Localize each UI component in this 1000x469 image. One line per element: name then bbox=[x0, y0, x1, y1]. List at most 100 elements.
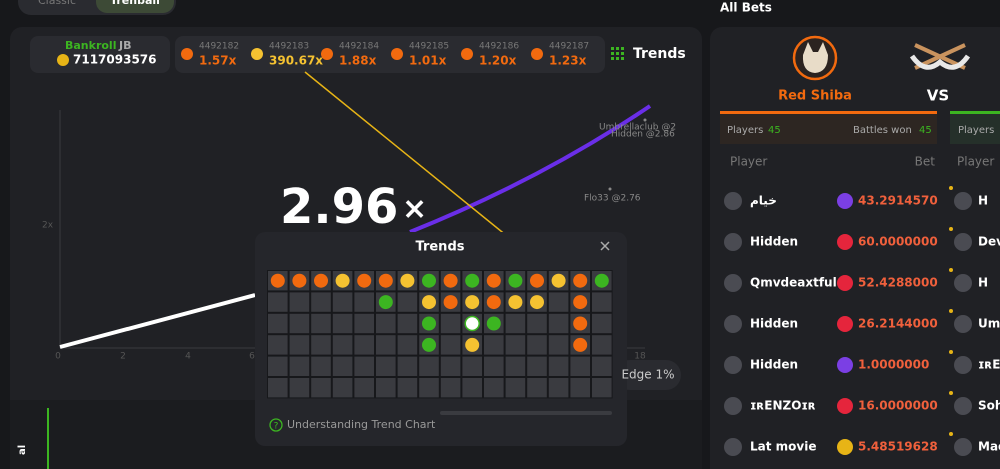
trend-cell bbox=[440, 378, 461, 398]
trend-cell bbox=[332, 378, 353, 398]
trend-cell bbox=[289, 335, 310, 355]
edge-box bbox=[615, 360, 681, 390]
trend-dot bbox=[378, 295, 393, 310]
coin-icon bbox=[837, 275, 853, 291]
trend-cell bbox=[592, 378, 612, 398]
bet-amount: 1.0000000 bbox=[858, 358, 929, 372]
trend-cell bbox=[268, 335, 288, 355]
trend-cell bbox=[505, 378, 526, 398]
trend-cell bbox=[548, 335, 569, 355]
trend-cell bbox=[376, 356, 396, 376]
trend-cell bbox=[570, 378, 590, 398]
trend-cell bbox=[527, 335, 547, 355]
trend-dot bbox=[573, 316, 588, 331]
trend-dot bbox=[422, 316, 436, 331]
history-dot bbox=[531, 48, 543, 60]
history-dot bbox=[321, 48, 333, 60]
avatar bbox=[724, 438, 742, 456]
history-multiplier: 1.88x bbox=[339, 54, 377, 68]
trend-cell bbox=[354, 313, 374, 334]
bet-amount: 5.48519628 bbox=[858, 440, 938, 454]
tab[interactable]: Trenball bbox=[110, 0, 160, 7]
help-link[interactable]: Understanding Trend Chart bbox=[287, 418, 436, 431]
trend-cell bbox=[354, 378, 374, 398]
trend-cell bbox=[548, 313, 569, 334]
player-name: Dev bbox=[978, 235, 1000, 249]
trend-cell bbox=[289, 378, 310, 398]
trend-cell bbox=[397, 335, 418, 355]
trend-cell bbox=[592, 313, 612, 334]
history-id: 4492185 bbox=[409, 42, 449, 52]
trend-dot bbox=[486, 316, 501, 331]
trend-cell bbox=[419, 378, 439, 398]
history-dot bbox=[461, 48, 473, 60]
swords-icon bbox=[909, 54, 971, 70]
y-axis-label: 2x bbox=[42, 221, 54, 231]
trend-cell bbox=[311, 335, 331, 355]
column-header: Bet bbox=[915, 155, 936, 169]
trend-dot bbox=[422, 295, 436, 310]
coin-icon bbox=[837, 193, 853, 209]
trend-cell bbox=[527, 378, 547, 398]
trend-cell bbox=[268, 356, 288, 376]
player-name: H bbox=[978, 194, 988, 208]
trend-cell bbox=[397, 313, 418, 334]
trend-cell bbox=[484, 378, 504, 398]
trend-cell bbox=[592, 335, 612, 355]
trend-cell bbox=[376, 335, 396, 355]
trend-cell bbox=[332, 335, 353, 355]
trend-cell bbox=[354, 292, 374, 312]
modal-title: Trends bbox=[416, 240, 465, 255]
history-multiplier: 1.23x bbox=[549, 54, 587, 68]
trend-cell bbox=[592, 356, 612, 376]
trend-cell bbox=[397, 356, 418, 376]
help-icon-mark: ? bbox=[274, 422, 279, 432]
won-label: Battles won bbox=[853, 125, 912, 136]
scrollbar[interactable] bbox=[440, 411, 612, 415]
trend-cell bbox=[527, 356, 547, 376]
avatar bbox=[724, 356, 742, 374]
avatar bbox=[724, 192, 742, 210]
avatar bbox=[954, 397, 972, 415]
curve-past bbox=[59, 293, 256, 349]
coin-icon bbox=[837, 398, 853, 414]
history-multiplier: 390.67x bbox=[269, 54, 323, 68]
trend-dot bbox=[378, 273, 393, 288]
avatar bbox=[724, 315, 742, 333]
player-name: Mac bbox=[978, 440, 1000, 454]
trend-cell bbox=[268, 378, 288, 398]
tab-active[interactable] bbox=[96, 0, 174, 13]
bets-panel: Red Shiba VS Players 45 Battles won 45 Players… bbox=[710, 27, 1000, 469]
bet-amount: 52.4288000 bbox=[858, 276, 938, 290]
status-dot bbox=[949, 432, 953, 436]
trend-cell bbox=[505, 356, 526, 376]
avatar bbox=[954, 274, 972, 292]
trend-dot bbox=[573, 337, 588, 352]
trend-cell bbox=[484, 356, 504, 376]
trend-cell bbox=[268, 292, 288, 312]
history-id: 4492186 bbox=[479, 42, 519, 52]
trend-cell bbox=[376, 313, 396, 334]
trend-dot bbox=[422, 273, 436, 288]
bankroll-label: Bankroll bbox=[65, 39, 116, 52]
team-bar bbox=[950, 111, 1000, 114]
trend-dot bbox=[270, 273, 285, 288]
player-name: Lat movie bbox=[750, 440, 816, 454]
player-dot bbox=[643, 118, 647, 122]
trends-button[interactable]: Trends bbox=[633, 46, 686, 62]
trend-cell bbox=[548, 378, 569, 398]
player-tag: Flo33 @2.76 bbox=[584, 194, 641, 204]
avatar bbox=[954, 192, 972, 210]
trend-cell bbox=[419, 356, 439, 376]
avatar bbox=[954, 315, 972, 333]
tab[interactable]: Classic bbox=[38, 0, 76, 7]
multiplier-symbol: × bbox=[402, 192, 427, 227]
status-dot bbox=[949, 186, 953, 190]
bet-amount: 16.0000000 bbox=[858, 399, 938, 413]
trend-dot bbox=[508, 295, 523, 310]
close-button[interactable] bbox=[600, 241, 610, 251]
player-name: ɪʀEN bbox=[978, 358, 1000, 372]
trend-dot bbox=[486, 295, 501, 310]
trend-cell bbox=[311, 292, 331, 312]
